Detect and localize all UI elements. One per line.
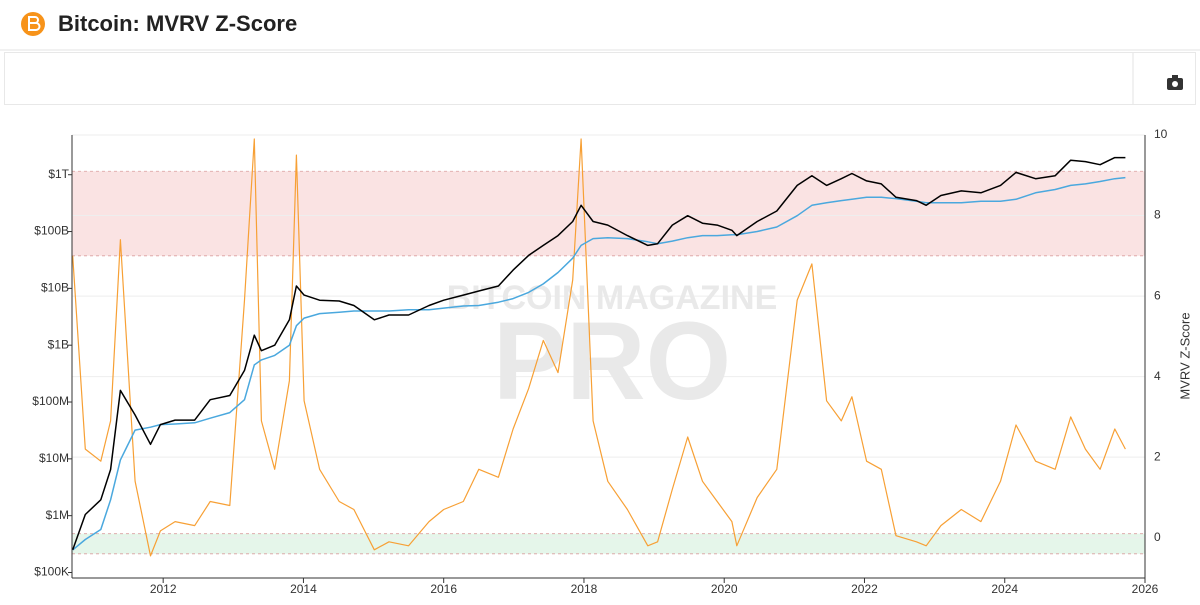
x-tick-label: 2020 <box>711 582 738 596</box>
zone <box>72 533 1145 554</box>
x-tick-label: 2018 <box>571 582 598 596</box>
camera-button[interactable] <box>1167 75 1183 90</box>
y2-tick-label: 4 <box>1154 369 1161 383</box>
y-tick-label: $100K <box>34 565 69 579</box>
y2-tick-label: 10 <box>1154 127 1168 141</box>
y2-tick-label: 8 <box>1154 208 1161 222</box>
y2-tick-label: 6 <box>1154 288 1161 302</box>
bitcoin-glyph <box>28 16 41 31</box>
x-tick-label: 2012 <box>150 582 177 596</box>
header <box>0 0 1200 50</box>
y2-tick-label: 0 <box>1154 530 1161 544</box>
y-tick-label: $10M <box>39 451 69 465</box>
x-tick-label: 2026 <box>1132 582 1159 596</box>
x-tick-label: 2016 <box>430 582 457 596</box>
watermark: BITCOIN MAGAZINE <box>447 279 778 317</box>
y-tick-label: $100B <box>34 224 69 238</box>
y2-tick-label: 2 <box>1154 449 1161 463</box>
x-tick-label: 2022 <box>851 582 878 596</box>
toolbar <box>4 52 1196 105</box>
y-tick-label: $1B <box>48 337 69 351</box>
x-tick-label: 2024 <box>991 582 1018 596</box>
series-line <box>71 156 1126 551</box>
camera-top <box>1172 75 1178 79</box>
y-tick-label: $1M <box>46 508 69 522</box>
y-tick-label: $1T <box>48 167 69 181</box>
y-tick-label: $10B <box>41 281 69 295</box>
camera-lens <box>1172 81 1178 87</box>
series-line <box>72 138 1126 557</box>
x-tick-label: 2014 <box>290 582 317 596</box>
y-tick-label: $100M <box>32 394 69 408</box>
watermark: PRO <box>493 300 731 423</box>
zone <box>72 171 1145 256</box>
y2-axis-title: MVRV Z-Score <box>1177 312 1192 399</box>
chart-title: Bitcoin: MVRV Z-Score <box>58 11 297 36</box>
